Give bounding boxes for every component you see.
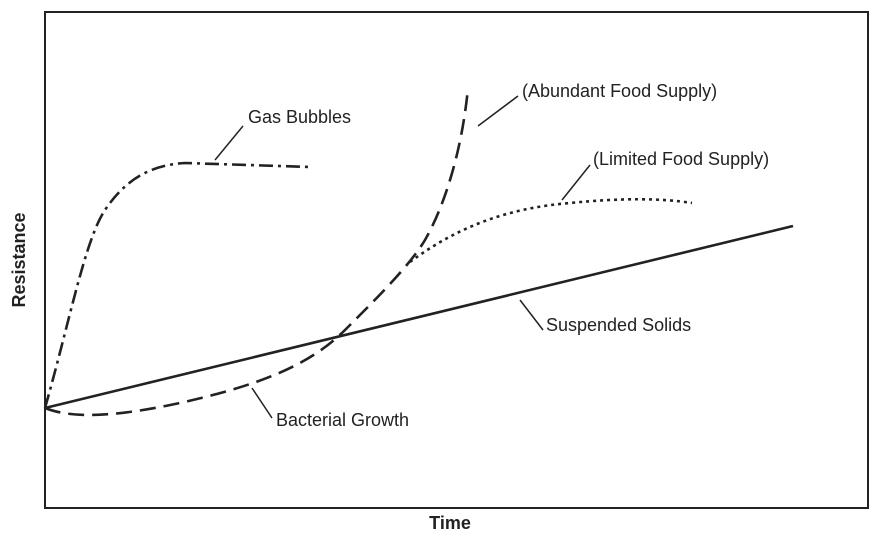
suspended-solids-curve [44, 224, 794, 410]
x-axis-title: Time [429, 513, 471, 533]
curve-label: Bacterial Growth [276, 410, 409, 430]
leader-line [477, 95, 519, 127]
leader-line [519, 299, 544, 331]
plot-frame [44, 11, 869, 509]
curve-label: Suspended Solids [546, 315, 691, 335]
leader-line [251, 387, 273, 419]
curve-label: (Limited Food Supply) [593, 149, 769, 169]
y-axis-title: Resistance [9, 212, 29, 307]
limited-food-curve [409, 197, 693, 264]
leader-line [561, 164, 591, 201]
gas-bubbles-curve [43, 161, 311, 409]
curve-label: Gas Bubbles [248, 107, 351, 127]
leader-line [214, 125, 244, 161]
curve-label: (Abundant Food Supply) [522, 81, 717, 101]
bacterial-growth-curve [44, 87, 470, 417]
